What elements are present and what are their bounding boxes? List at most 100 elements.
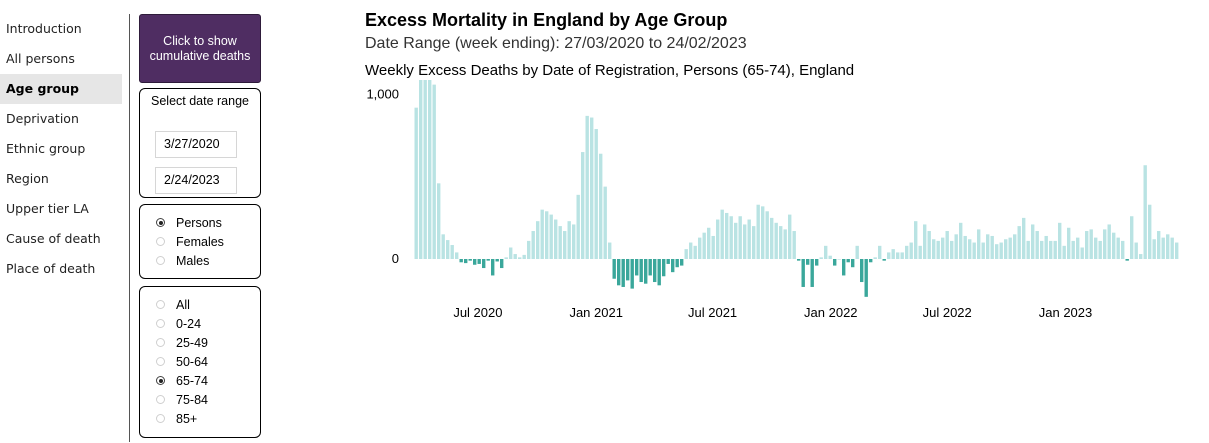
excess-bar[interactable]: [446, 240, 450, 259]
excess-bar[interactable]: [567, 221, 571, 259]
nav-item-introduction[interactable]: Introduction: [6, 21, 82, 36]
excess-bar[interactable]: [972, 242, 976, 259]
excess-bar[interactable]: [770, 217, 774, 260]
excess-bar[interactable]: [824, 245, 828, 259]
excess-bar[interactable]: [1026, 240, 1030, 260]
deficit-bar[interactable]: [626, 259, 630, 281]
deficit-bar[interactable]: [644, 259, 648, 284]
excess-bar[interactable]: [1175, 242, 1179, 259]
deficit-bar[interactable]: [495, 259, 499, 262]
excess-bar[interactable]: [950, 240, 954, 260]
deficit-bar[interactable]: [473, 259, 477, 265]
excess-bar[interactable]: [563, 231, 567, 259]
excess-bar[interactable]: [855, 245, 859, 259]
excess-bar[interactable]: [1049, 240, 1053, 260]
excess-bar[interactable]: [1143, 165, 1147, 259]
excess-bar[interactable]: [572, 224, 576, 259]
excess-bar[interactable]: [1058, 222, 1062, 259]
deficit-bar[interactable]: [486, 259, 490, 261]
excess-bar[interactable]: [414, 107, 418, 259]
deficit-bar[interactable]: [648, 259, 652, 276]
radio-button[interactable]: [156, 376, 165, 385]
excess-bar[interactable]: [509, 247, 513, 260]
excess-bar[interactable]: [1022, 217, 1026, 260]
excess-bar[interactable]: [828, 255, 832, 259]
excess-bar[interactable]: [545, 211, 549, 259]
deficit-bar[interactable]: [639, 259, 643, 283]
excess-bar[interactable]: [1040, 240, 1044, 260]
age-option-75-84[interactable]: 75-84: [156, 390, 208, 409]
excess-bar[interactable]: [792, 231, 796, 259]
excess-bar[interactable]: [608, 242, 612, 259]
nav-item-age-group[interactable]: Age group: [0, 74, 122, 104]
excess-bar[interactable]: [1017, 226, 1021, 259]
radio-button[interactable]: [156, 414, 165, 423]
deficit-bar[interactable]: [860, 259, 864, 283]
excess-bar[interactable]: [936, 240, 940, 260]
deficit-bar[interactable]: [653, 259, 657, 283]
excess-bar[interactable]: [1121, 240, 1125, 260]
excess-bar[interactable]: [441, 234, 445, 259]
nav-item-cause-of-death[interactable]: Cause of death: [6, 231, 101, 246]
excess-bar[interactable]: [603, 186, 607, 259]
excess-bar[interactable]: [959, 222, 963, 259]
excess-bar[interactable]: [527, 240, 531, 260]
excess-bar[interactable]: [536, 221, 540, 259]
excess-bar[interactable]: [986, 234, 990, 259]
excess-bar[interactable]: [887, 252, 891, 259]
excess-bar[interactable]: [1170, 237, 1174, 260]
age-option-65-74[interactable]: 65-74: [156, 371, 208, 390]
excess-bar[interactable]: [1013, 234, 1017, 259]
excess-bar[interactable]: [734, 222, 738, 259]
deficit-bar[interactable]: [869, 259, 873, 263]
age-option-50-64[interactable]: 50-64: [156, 352, 208, 371]
excess-bar[interactable]: [891, 249, 895, 259]
age-option-25-49[interactable]: 25-49: [156, 333, 208, 352]
excess-bar[interactable]: [711, 235, 715, 259]
excess-bar[interactable]: [698, 237, 702, 260]
excess-bar[interactable]: [1085, 231, 1089, 259]
excess-bar[interactable]: [729, 216, 733, 259]
excess-bar[interactable]: [1004, 239, 1008, 259]
excess-bar[interactable]: [689, 242, 693, 259]
excess-bar[interactable]: [743, 224, 747, 259]
end-date-input[interactable]: 2/24/2023: [155, 167, 237, 194]
excess-bar[interactable]: [423, 80, 427, 259]
excess-bar[interactable]: [531, 231, 535, 259]
excess-bar[interactable]: [540, 209, 544, 259]
start-date-input[interactable]: 3/27/2020: [155, 131, 237, 158]
excess-bar[interactable]: [738, 216, 742, 259]
excess-bar[interactable]: [450, 245, 454, 259]
excess-bar[interactable]: [981, 242, 985, 259]
excess-bar[interactable]: [1112, 232, 1116, 259]
excess-bar[interactable]: [927, 231, 931, 259]
excess-bar[interactable]: [1094, 237, 1098, 260]
deficit-bar[interactable]: [635, 259, 639, 276]
radio-button[interactable]: [156, 300, 165, 309]
excess-bar[interactable]: [1080, 247, 1084, 260]
excess-bar[interactable]: [779, 226, 783, 259]
excess-bar[interactable]: [554, 219, 558, 259]
radio-button[interactable]: [156, 218, 165, 227]
deficit-bar[interactable]: [882, 259, 886, 261]
cumulative-deaths-button[interactable]: Click to show cumulative deaths: [139, 14, 261, 83]
excess-bar[interactable]: [752, 226, 756, 259]
excess-bar[interactable]: [725, 212, 729, 259]
excess-bar[interactable]: [995, 244, 999, 259]
excess-bar[interactable]: [932, 239, 936, 259]
excess-bar[interactable]: [819, 257, 823, 259]
radio-button[interactable]: [156, 338, 165, 347]
excess-bar[interactable]: [518, 257, 522, 259]
excess-bar[interactable]: [1098, 240, 1102, 260]
excess-bar[interactable]: [941, 237, 945, 260]
sex-option-males[interactable]: Males: [156, 251, 209, 270]
nav-item-ethnic-group[interactable]: Ethnic group: [6, 141, 86, 156]
age-option-0-24[interactable]: 0-24: [156, 314, 201, 333]
excess-bar[interactable]: [977, 229, 981, 259]
radio-button[interactable]: [156, 395, 165, 404]
deficit-bar[interactable]: [657, 259, 661, 286]
excess-bar[interactable]: [954, 234, 958, 259]
deficit-bar[interactable]: [797, 259, 801, 261]
deficit-bar[interactable]: [801, 259, 805, 287]
excess-bar[interactable]: [765, 211, 769, 259]
